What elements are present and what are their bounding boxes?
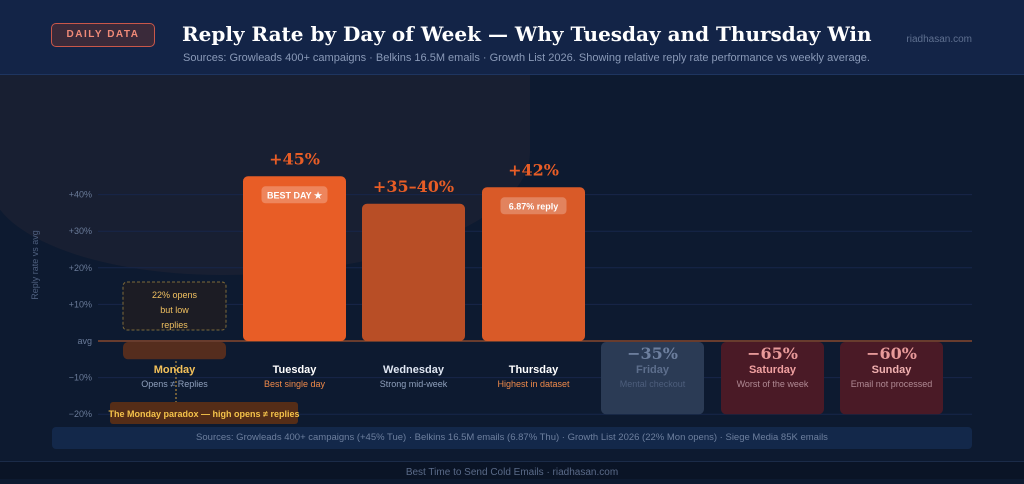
caption-monday: Opens ≠ Replies [141, 379, 208, 389]
category-label-wednesday: Wednesday [383, 364, 445, 376]
bar-tag-tuesday: BEST DAY ★ [267, 190, 323, 200]
value-label-saturday: −65% [747, 344, 798, 363]
caption-saturday: Worst of the week [737, 379, 809, 389]
bar-saturday [721, 342, 824, 415]
category-label-friday: Friday [636, 364, 670, 376]
y-tick-label: +40% [69, 190, 92, 200]
value-label-sunday: −60% [866, 344, 917, 363]
bar-tag-bg-tuesday [261, 186, 328, 204]
y-tick-label: −20% [69, 409, 92, 419]
paradox-box [110, 402, 298, 424]
header: DAILY DATA Reply Rate by Day of Week — W… [0, 0, 1024, 75]
bottom-credit: Best Time to Send Cold Emails · riadhasa… [0, 461, 1024, 479]
category-label-saturday: Saturday [749, 364, 797, 376]
daily-data-badge: DAILY DATA [51, 23, 155, 47]
category-label-monday: Monday [154, 364, 196, 376]
caption-sunday: Email not processed [851, 379, 933, 389]
bar-thursday [482, 187, 585, 341]
bar-tuesday [243, 176, 346, 341]
monday-note-line: replies [161, 320, 188, 330]
y-tick-label: avg [77, 336, 92, 346]
site-name: riadhasan.com [906, 34, 972, 45]
value-label-tuesday: +45% [269, 149, 320, 168]
caption-tuesday: Best single day [264, 379, 326, 389]
page-title: Reply Rate by Day of Week — Why Tuesday … [182, 22, 872, 46]
bar-tag-thursday: 6.87% reply [509, 201, 559, 211]
caption-thursday: Highest in dataset [497, 379, 570, 389]
category-label-thursday: Thursday [509, 364, 559, 376]
y-tick-label: −10% [69, 373, 92, 383]
bar-tag-bg-thursday [500, 197, 567, 215]
monday-note-line: 22% opens [152, 290, 198, 300]
bar-friday [601, 342, 704, 415]
bar-wednesday [362, 203, 465, 341]
value-label-friday: −35% [627, 344, 678, 363]
y-axis-label: Reply rate vs avg [30, 230, 40, 300]
value-label-thursday: +42% [508, 160, 559, 179]
y-tick-label: +30% [69, 226, 92, 236]
caption-friday: Mental checkout [620, 379, 686, 389]
value-label-wednesday: +35–40% [373, 177, 454, 196]
paradox-label: The Monday paradox — high opens ≠ replie… [109, 409, 300, 419]
category-label-sunday: Sunday [872, 364, 913, 376]
page-subtitle: Sources: Growleads 400+ campaigns · Belk… [183, 52, 870, 64]
monday-note-line: but low [160, 305, 189, 315]
monday-note-box [122, 281, 227, 331]
caption-wednesday: Strong mid-week [380, 379, 448, 389]
y-tick-label: +20% [69, 263, 92, 273]
y-tick-label: +10% [69, 299, 92, 309]
bar-sunday [840, 342, 943, 415]
bar-monday [123, 342, 226, 360]
sources-footer: Sources: Growleads 400+ campaigns (+45% … [52, 427, 972, 449]
category-label-tuesday: Tuesday [273, 364, 318, 376]
